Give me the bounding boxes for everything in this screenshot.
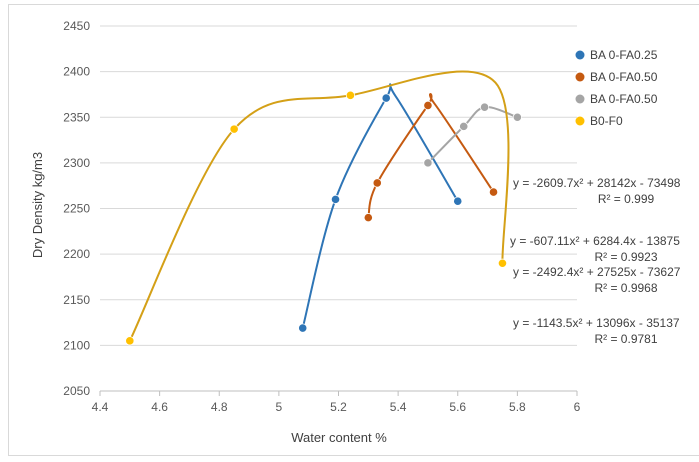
data-point [479,102,490,112]
chart-border [8,4,699,456]
trendline-equation: y = -2609.7x² + 28142x - 73498 [513,176,681,190]
trendline [128,70,510,342]
x-tick-label: 5 [276,400,283,414]
legend: BA 0-FA0.25 BA 0-FA0.50 BA 0-FA0.50 B0-F0 [575,48,658,128]
y-axis-label: Dry Density kg/m3 [30,152,45,258]
legend-marker [575,50,585,60]
y-tick-label: 2300 [63,156,90,170]
y-tick-label: 2150 [63,293,90,307]
x-tick-label: 5.6 [449,400,466,414]
y-tick-label: 2100 [63,338,90,352]
data-point [125,336,135,346]
legend-marker [575,116,585,126]
data-point [330,194,341,204]
data-point [298,323,308,333]
x-tick-label: 4.8 [211,400,228,414]
x-tick-labels: 4.4 4.6 4.8 5 5.2 5.4 5.6 5.8 6 [92,400,581,414]
trendline [301,83,459,329]
legend-marker [575,72,585,82]
x-tick-label: 5.2 [330,400,347,414]
legend-label: BA 0-FA0.50 [590,92,658,106]
legend-label: BA 0-FA0.25 [590,48,658,62]
y-tick-label: 2350 [63,110,90,124]
trendline-r-squared: R² = 0.9923 [594,250,657,264]
trendline [427,106,518,164]
data-point [229,124,239,134]
data-point [381,93,391,103]
trendline-equation: y = -1143.5x² + 13096x - 35137 [513,316,680,330]
data-point [459,121,469,131]
x-tick-label: 5.8 [509,400,526,414]
x-tick-label: 5.4 [390,400,407,414]
data-point [453,196,463,206]
y-tick-label: 2200 [63,247,90,261]
data-point [423,100,433,110]
data-point [488,187,499,197]
data-point [345,90,356,100]
data-point [512,112,522,122]
y-tick-labels: 2050 2100 2150 2200 2250 2300 2350 2400 2450 [63,19,90,398]
y-tick-label: 2450 [63,19,90,33]
data-points [125,90,522,346]
axes [99,390,578,396]
trendline-r-squared: R² = 0.999 [598,192,655,206]
y-tick-label: 2250 [63,202,90,216]
x-tick-label: 4.4 [92,400,109,414]
legend-label: B0-F0 [590,114,623,128]
x-tick-label: 6 [574,400,581,414]
x-axis-label: Water content % [291,430,387,445]
legend-marker [575,94,585,104]
y-tick-label: 2400 [63,65,90,79]
data-point [372,178,382,188]
data-point [497,258,508,268]
trendline-equations: y = -2609.7x² + 28142x - 73498 R² = 0.999… [510,176,681,346]
trendline-equation: y = -607.11x² + 6284.4x - 13875 [510,234,680,248]
y-tick-label: 2050 [63,384,90,398]
x-tick-label: 4.6 [151,400,168,414]
data-point [423,158,433,168]
trendline-r-squared: R² = 0.9968 [594,281,657,295]
trendline-r-squared: R² = 0.9781 [594,332,657,346]
trendlines [128,70,518,342]
trendline-equation: y = -2492.4x² + 27525x - 73627 [513,265,681,279]
legend-label: BA 0-FA0.50 [590,70,658,84]
data-point [363,213,373,223]
